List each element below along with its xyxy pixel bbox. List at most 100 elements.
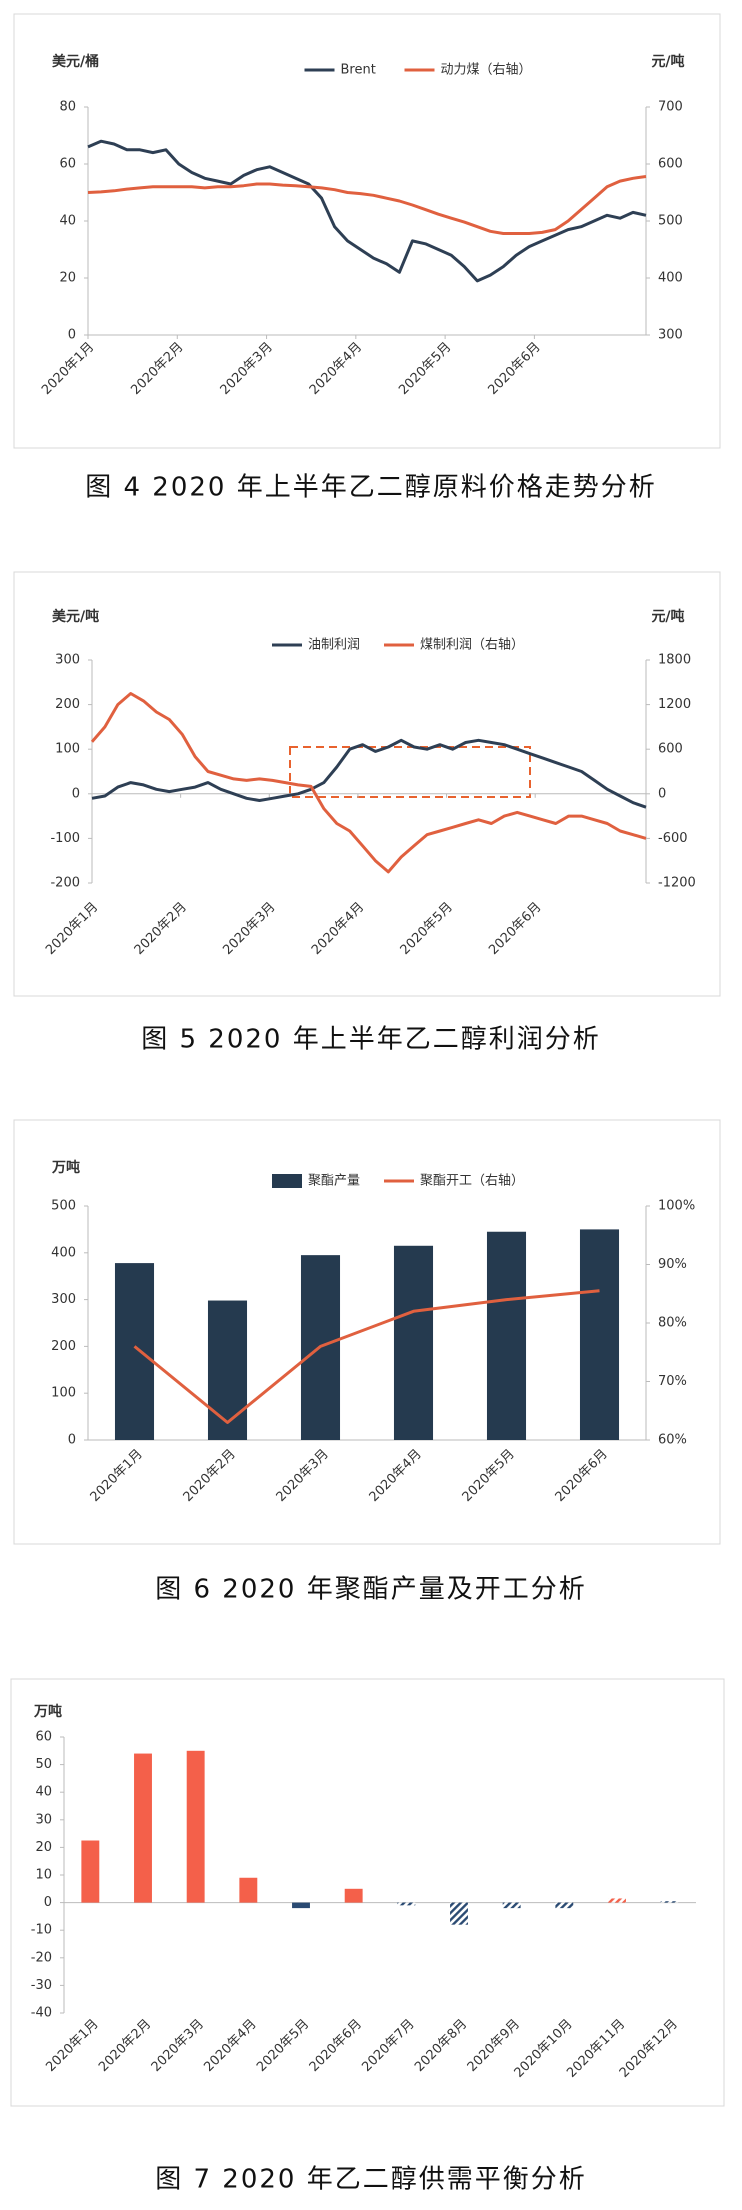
y-tick-label: 30: [35, 1812, 52, 1827]
y-tick-label: 300: [55, 653, 80, 668]
line-series: [90, 692, 647, 874]
frame: [10, 1678, 725, 2107]
y-tick-label: 20: [35, 1840, 52, 1855]
bar: [134, 1753, 152, 1903]
y2-tick-label: 90%: [658, 1257, 687, 1272]
bar: [608, 1898, 626, 1903]
y2-tick-label: 300: [658, 328, 683, 343]
y2-tick-label: 400: [658, 271, 683, 286]
y2-tick-label: 700: [658, 100, 683, 115]
x-tick-label: 2020年4月: [309, 900, 367, 958]
x-tick-label: 2020年3月: [149, 2017, 207, 2075]
y2-tick-label: 70%: [658, 1374, 687, 1389]
bar: [397, 1902, 416, 1906]
y-tick-label: 80: [59, 100, 76, 115]
y-tick-label: -100: [50, 831, 80, 846]
frame: [13, 571, 721, 997]
x-tick-label: 2020年3月: [220, 900, 278, 958]
bar: [450, 1902, 468, 1925]
bar: [393, 1245, 434, 1440]
bar: [239, 1877, 258, 1903]
legend-label: 煤制利润（右轴）: [420, 638, 524, 653]
bar: [502, 1902, 521, 1909]
y2-tick-label: -1200: [658, 876, 696, 891]
y-axis-title: 美元/吨: [52, 608, 99, 625]
bar: [555, 1902, 574, 1909]
highlight-box: [289, 746, 531, 798]
bar: [81, 1840, 100, 1903]
bar: [207, 1300, 248, 1440]
x-tick-label: 2020年2月: [128, 340, 186, 398]
bar: [486, 1231, 527, 1440]
x-tick-label: 2020年6月: [307, 2017, 365, 2075]
y-tick-label: 400: [51, 1245, 76, 1260]
x-tick-label: 2020年1月: [88, 1447, 146, 1505]
y-tick-label: 200: [55, 697, 80, 712]
y-tick-label: 100: [51, 1386, 76, 1401]
y-tick-label: -10: [31, 1923, 52, 1938]
y2-tick-label: -600: [658, 831, 688, 846]
y2-tick-label: 500: [658, 214, 683, 229]
y2-tick-label: 600: [658, 157, 683, 172]
bar: [186, 1750, 205, 1903]
legend-label: 聚酯开工（右轴）: [420, 1174, 524, 1189]
y2-axis-title: 元/吨: [651, 608, 684, 625]
y-tick-label: 0: [44, 1895, 52, 1910]
y-tick-label: 300: [51, 1292, 76, 1307]
legend-label: 聚酯产量: [308, 1174, 360, 1189]
line-series: [91, 738, 647, 809]
y2-tick-label: 600: [658, 742, 683, 757]
x-tick-label: 2020年6月: [485, 340, 543, 398]
frame: [13, 13, 721, 449]
y2-tick-label: 1800: [658, 653, 691, 668]
y2-tick-label: 60%: [658, 1433, 687, 1448]
caption: 图 4 2020 年上半年乙二醇原料价格走势分析: [85, 473, 657, 503]
legend-label: 油制利润: [308, 638, 360, 653]
legend-swatch: [272, 1174, 302, 1188]
y-tick-label: 0: [68, 1433, 76, 1448]
x-tick-label: 2020年5月: [460, 1447, 518, 1505]
x-tick-label: 2020年3月: [218, 340, 276, 398]
x-tick-label: 2020年2月: [132, 900, 190, 958]
y2-tick-label: 80%: [658, 1316, 687, 1331]
y-tick-label: 500: [51, 1199, 76, 1214]
x-tick-label: 2020年5月: [254, 2017, 312, 2075]
x-tick-label: 2020年1月: [39, 340, 97, 398]
x-tick-label: 2020年7月: [359, 2017, 417, 2075]
y-axis-title: 万吨: [33, 1703, 62, 1720]
x-tick-label: 2020年8月: [412, 2017, 470, 2075]
bar: [344, 1888, 363, 1903]
line-series: [87, 139, 647, 283]
line-series: [87, 175, 647, 235]
y2-tick-label: 0: [658, 786, 666, 801]
x-tick-label: 2020年2月: [181, 1447, 239, 1505]
x-tick-label: 2020年2月: [96, 2017, 154, 2075]
y-tick-label: -20: [31, 1950, 52, 1965]
y-tick-label: -200: [50, 876, 80, 891]
bar: [579, 1229, 620, 1440]
x-tick-label: 2020年4月: [307, 340, 365, 398]
y-tick-label: 60: [35, 1730, 52, 1745]
y-tick-label: 40: [35, 1785, 52, 1800]
y2-tick-label: 100%: [658, 1199, 695, 1214]
y-tick-label: 50: [35, 1757, 52, 1772]
bar: [660, 1901, 679, 1903]
x-tick-label: 2020年5月: [396, 340, 454, 398]
y-tick-label: 100: [55, 742, 80, 757]
x-tick-label: 2020年6月: [486, 900, 544, 958]
y2-tick-label: 1200: [658, 697, 691, 712]
x-tick-label: 2020年1月: [43, 2017, 101, 2075]
bar: [114, 1263, 155, 1440]
y2-axis-title: 元/吨: [651, 53, 684, 70]
y-tick-label: 0: [72, 786, 80, 801]
x-tick-label: 2020年1月: [43, 900, 101, 958]
legend-label: 动力煤（右轴）: [441, 63, 532, 78]
y-tick-label: 200: [51, 1339, 76, 1354]
frame: [13, 1119, 721, 1545]
y-tick-label: 60: [59, 157, 76, 172]
x-tick-label: 2020年6月: [553, 1447, 611, 1505]
caption: 图 5 2020 年上半年乙二醇利润分析: [141, 1025, 601, 1055]
bar: [292, 1902, 310, 1909]
